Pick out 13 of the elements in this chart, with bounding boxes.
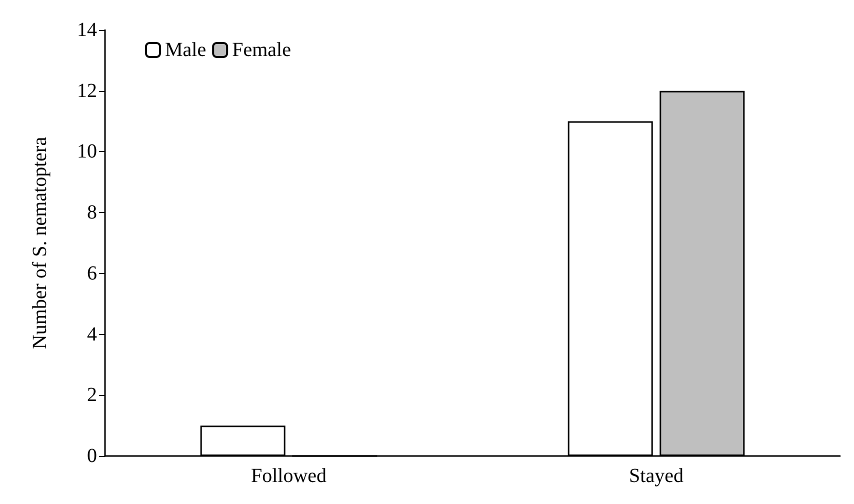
y-tick-label: 2 <box>87 384 97 406</box>
y-tick-label: 10 <box>77 140 97 163</box>
y-tick-label: 12 <box>77 80 97 102</box>
x-tick-label: Stayed <box>629 465 684 487</box>
legend-label: Female <box>232 39 292 61</box>
y-tick-label: 6 <box>87 262 97 284</box>
y-tick-label: 0 <box>87 445 97 467</box>
y-tick-label: 14 <box>77 19 97 41</box>
y-tick-label: 4 <box>87 323 97 346</box>
legend-label: Male <box>165 39 206 61</box>
y-axis-title: Number of S. nematoptera <box>29 136 51 350</box>
x-tick-label: Followed <box>250 465 327 487</box>
y-tick-label: 8 <box>87 202 97 224</box>
